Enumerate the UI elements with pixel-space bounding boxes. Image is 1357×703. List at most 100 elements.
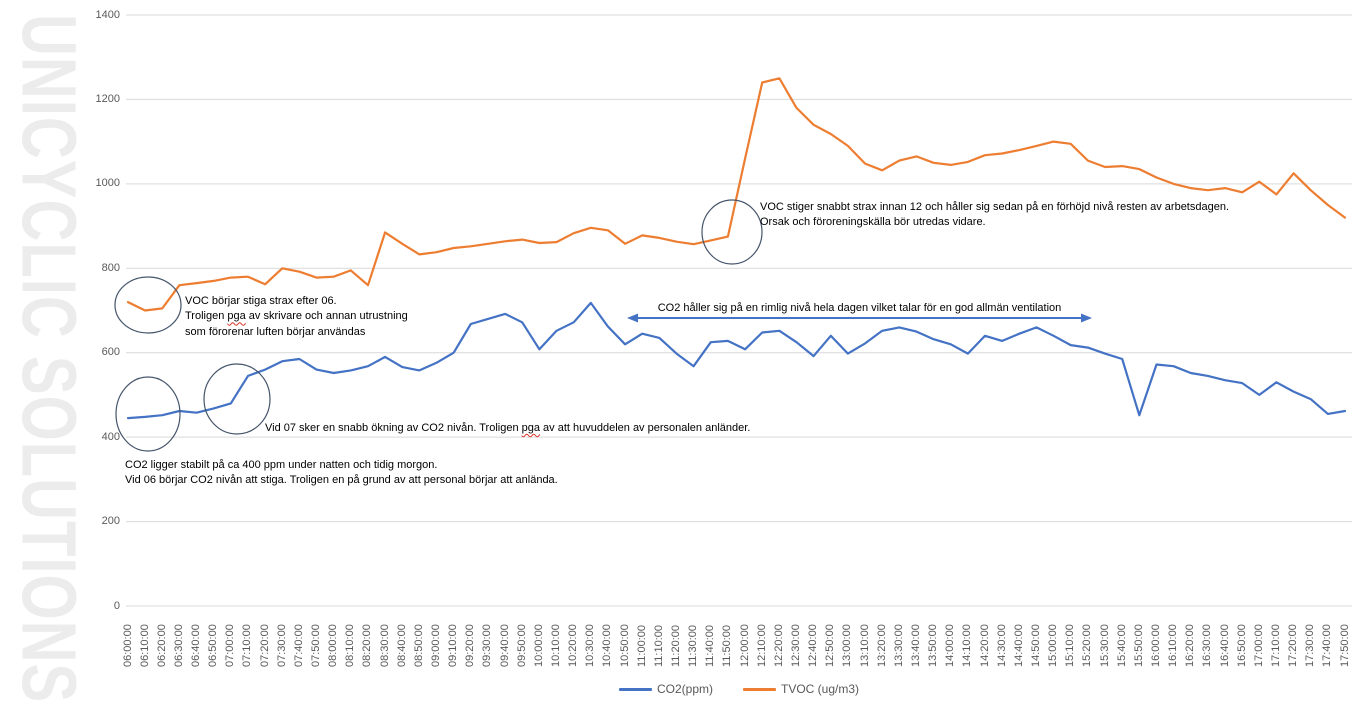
annotation-line: VOC stiger snabbt strax innan 12 och hål…	[760, 201, 1230, 213]
tvoc-line-swatch	[743, 687, 776, 691]
annotation-text: VOC börjar stiga strax efter 06.	[185, 295, 337, 307]
x-axis-tick-label: 17:20:00	[1287, 624, 1300, 667]
annotation-line: som förorenar luften börjar användas	[185, 325, 408, 340]
legend-item-tvoc: TVOC (ug/m3)	[743, 682, 859, 696]
annotation-line: CO2 ligger stabilt på ca 400 ppm under n…	[125, 459, 438, 471]
x-axis-tick-label: 07:50:00	[310, 624, 323, 667]
annotation-misspelled-word: pga	[227, 310, 246, 323]
x-axis-tick-label: 08:30:00	[378, 624, 391, 667]
annotation-text: Vid 07 sker en snabb ökning av CO2 nivån…	[265, 422, 522, 434]
series-line-co2	[126, 301, 1347, 420]
x-axis-tick-label: 12:50:00	[824, 624, 837, 667]
x-axis-tick-label: 16:10:00	[1167, 624, 1180, 667]
annotation-line: Vid 06 börjar CO2 nivån att stiga. Troli…	[125, 474, 558, 487]
annotation-text: som förorenar luften börjar användas	[185, 325, 366, 338]
x-axis-tick-label: 16:30:00	[1201, 624, 1214, 667]
annotation-text: Troligen	[185, 310, 228, 323]
x-axis-tick-label: 13:00:00	[841, 624, 854, 667]
x-axis-tick-label: 10:30:00	[584, 624, 597, 667]
x-axis-tick-label: 12:10:00	[755, 624, 768, 667]
x-axis-tick-label: 16:00:00	[1149, 624, 1162, 667]
x-axis-tick-label: 06:40:00	[190, 624, 203, 667]
x-axis-tick-label: 07:40:00	[292, 624, 305, 667]
x-axis-tick-label: 15:40:00	[1115, 624, 1128, 667]
x-axis-tick-label: 12:30:00	[789, 624, 802, 667]
x-axis-tick-label: 11:00:00	[635, 624, 648, 667]
chart-legend: CO2(ppm) TVOC (ug/m3)	[126, 680, 1352, 698]
annotation-line: Troligen pga av skrivare och annan utrus…	[185, 309, 408, 324]
x-axis-tick-label: 10:40:00	[601, 624, 614, 667]
y-axis-tick-label: 800	[101, 261, 120, 274]
x-axis-tick-label: 17:00:00	[1252, 624, 1265, 667]
x-axis-tick-label: 08:20:00	[361, 624, 374, 667]
x-axis-tick-label: 07:30:00	[275, 624, 288, 667]
x-axis-tick-label: 10:50:00	[618, 624, 631, 667]
circle-co2-night-stable	[115, 376, 181, 452]
x-axis-tick-label: 16:50:00	[1235, 624, 1248, 667]
x-axis-tick-label: 13:40:00	[909, 624, 922, 667]
x-axis-tick-label: 06:20:00	[155, 624, 168, 667]
arrow-head-left	[627, 313, 638, 323]
x-axis-tick-label: 07:00:00	[224, 624, 237, 667]
x-axis-tick-label: 11:40:00	[704, 624, 717, 667]
x-axis-tick-label: 10:20:00	[567, 624, 580, 667]
x-axis-tick-label: 08:00:00	[327, 624, 340, 667]
arrow-head-right	[1081, 313, 1092, 323]
circle-tvoc-noon-spike	[701, 199, 763, 265]
x-axis-tick-label: 09:20:00	[464, 624, 477, 667]
circle-tvoc-morning-rise	[114, 276, 182, 334]
x-axis-tick-label: 14:50:00	[1029, 624, 1042, 667]
y-axis-tick-label: 200	[101, 515, 120, 528]
x-axis-tick-label: 14:10:00	[961, 624, 974, 667]
annotation-line: VOC börjar stiga strax efter 06.	[185, 294, 408, 309]
x-axis-tick-label: 13:50:00	[927, 624, 940, 667]
x-axis-tick-label: 14:00:00	[944, 624, 957, 667]
x-axis-tick-label: 11:20:00	[670, 624, 682, 667]
x-axis-tick-label: 14:20:00	[978, 624, 991, 667]
y-axis-tick-label: 1000	[95, 177, 120, 190]
x-axis-tick-label: 07:20:00	[258, 624, 271, 667]
x-axis-tick-label: 16:20:00	[1184, 624, 1197, 667]
x-axis-tick-label: 15:10:00	[1064, 624, 1077, 667]
x-axis-tick-label: 15:30:00	[1098, 624, 1111, 667]
legend-item-co2: CO2(ppm)	[618, 682, 713, 696]
x-axis-tick-label: 14:40:00	[1012, 624, 1025, 667]
x-axis-tick-label: 12:40:00	[807, 624, 820, 667]
x-axis-tick-label: 07:10:00	[241, 624, 254, 667]
y-axis-tick-label: 0	[113, 599, 120, 612]
annotation-text: CO2 håller sig på en rimlig nivå hela da…	[657, 302, 1062, 314]
x-axis-tick-label: 06:10:00	[138, 624, 151, 667]
x-axis-tick-label: 15:20:00	[1081, 624, 1094, 667]
x-axis-tick-label: 09:40:00	[498, 624, 511, 667]
x-axis-tick-label: 06:50:00	[207, 624, 220, 667]
x-axis-tick-label: 11:30:00	[687, 624, 700, 667]
y-axis-tick-label: 1400	[95, 8, 120, 21]
x-axis-tick-label: 06:00:00	[121, 624, 134, 667]
x-axis-tick-label: 16:40:00	[1218, 624, 1231, 667]
legend-label-co2: CO2(ppm)	[656, 682, 713, 696]
x-axis-tick-label: 11:50:00	[721, 624, 734, 667]
y-axis-tick-label: 1200	[95, 92, 120, 105]
x-axis-tick-label: 08:10:00	[344, 624, 357, 667]
x-axis-tick-label: 09:00:00	[430, 624, 443, 667]
watermark: UNICYCLIC SOLUTIONS	[5, 14, 92, 703]
x-axis-tick-label: 15:00:00	[1047, 624, 1060, 667]
annotation-co2-jump: Vid 07 sker en snabb ökning av CO2 nivån…	[265, 421, 750, 436]
x-axis-tick-label: 17:40:00	[1321, 624, 1334, 667]
x-axis-tick-label: 08:40:00	[395, 624, 408, 667]
annotation-voc-morning: VOC börjar stiga strax efter 06. Trolige…	[185, 294, 408, 340]
annotation-co2-day: CO2 håller sig på en rimlig nivå hela da…	[627, 301, 1092, 316]
x-axis-tick-label: 12:00:00	[738, 624, 751, 667]
x-axis-tick-label: 14:30:00	[995, 624, 1008, 667]
x-axis-tick-label: 17:10:00	[1269, 624, 1282, 667]
x-axis-tick-label: 11:10:00	[652, 624, 665, 667]
co2-line-swatch	[618, 687, 652, 691]
x-axis-tick-label: 10:00:00	[532, 624, 545, 667]
y-axis-tick-label: 400	[101, 430, 120, 443]
x-axis-tick-label: 17:30:00	[1304, 624, 1317, 667]
x-axis-tick-label: 12:20:00	[772, 624, 785, 667]
x-axis-tick-label: 10:10:00	[550, 624, 563, 667]
series-line-tvoc	[126, 77, 1347, 312]
